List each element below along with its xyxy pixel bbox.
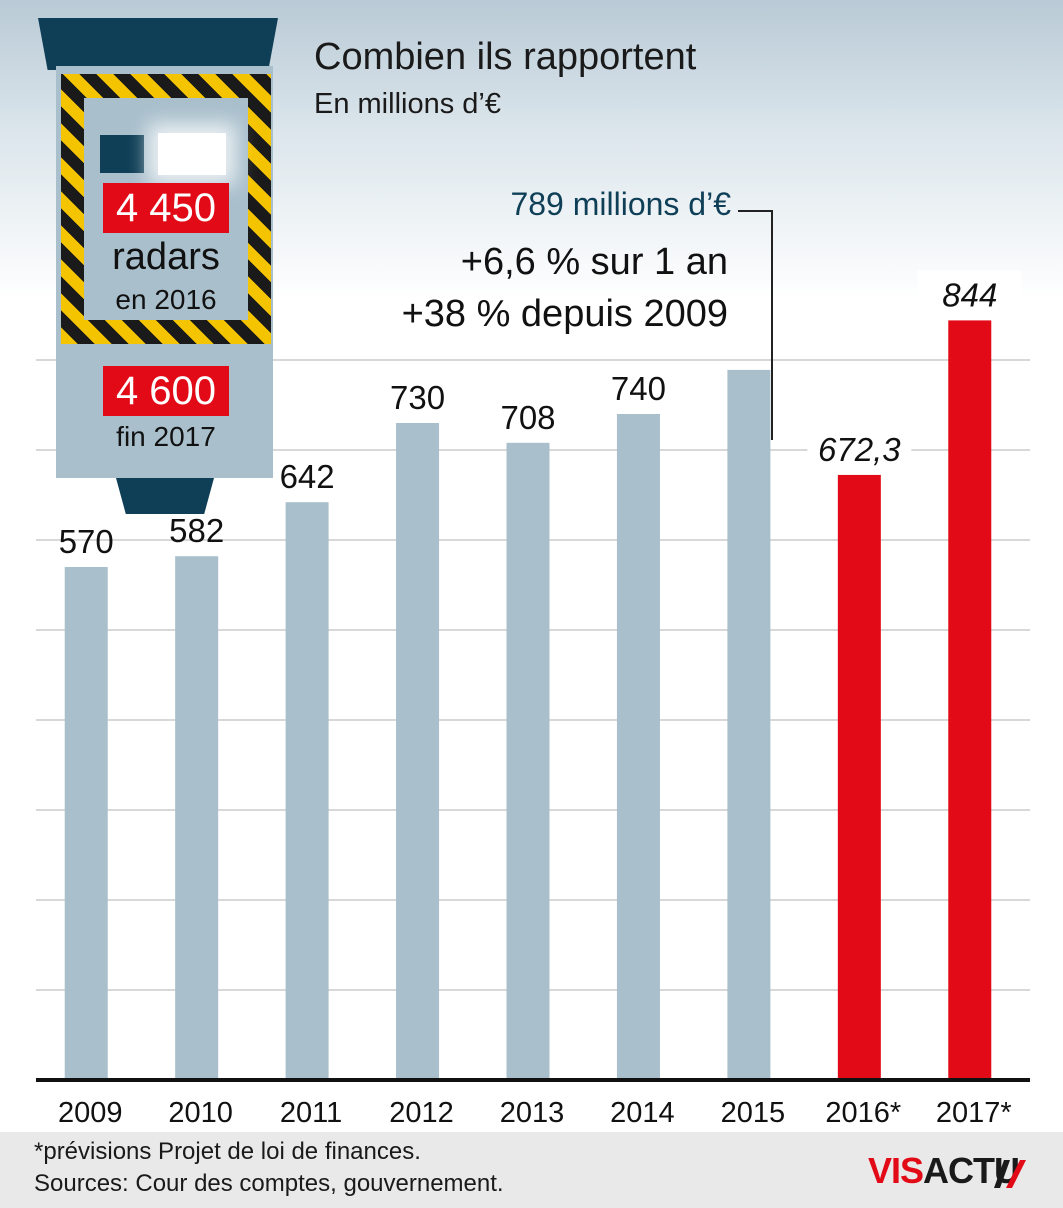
chart-title: Combien ils rapportent bbox=[314, 36, 697, 78]
callout-value: 789 millions d’€ bbox=[510, 186, 731, 222]
callout-growth-2009: +38 % depuis 2009 bbox=[401, 293, 728, 335]
bar-2012 bbox=[396, 423, 440, 1080]
radar-word: radars bbox=[112, 236, 220, 278]
x-tick-label-2012: 2012 bbox=[389, 1097, 454, 1129]
data-label-2014: 740 bbox=[611, 370, 666, 407]
data-label-bg-2016-forecast bbox=[807, 424, 912, 469]
callout-growth-year: +6,6 % sur 1 an bbox=[460, 241, 728, 283]
bar-2016-forecast bbox=[837, 474, 881, 1080]
radar-count-2016: 4 450 bbox=[103, 183, 229, 233]
callout-leader-vertical bbox=[771, 210, 773, 440]
radar-lens-icon bbox=[100, 135, 144, 173]
data-label-2011: 642 bbox=[280, 458, 335, 495]
visactu-logo-icon bbox=[994, 1160, 1026, 1188]
data-label-2012: 730 bbox=[390, 379, 445, 416]
bar-2017-forecast bbox=[948, 320, 992, 1080]
radar-base bbox=[116, 478, 214, 514]
bar-2015 bbox=[727, 369, 771, 1080]
data-label-2010: 582 bbox=[169, 512, 224, 549]
callout-leader-horizontal bbox=[738, 210, 773, 212]
x-tick-label-2015: 2015 bbox=[721, 1097, 786, 1129]
radar-count-2017: 4 600 bbox=[103, 366, 229, 416]
data-label-2009: 570 bbox=[59, 523, 114, 560]
x-tick-label-2016-forecast: 2016* bbox=[825, 1097, 901, 1129]
radar-flash-icon bbox=[158, 133, 226, 175]
data-label-2017-forecast: 844 bbox=[942, 276, 997, 313]
x-tick-label-2010: 2010 bbox=[168, 1097, 233, 1129]
x-tick-label-2009: 2009 bbox=[58, 1097, 123, 1129]
x-tick-label-2013: 2013 bbox=[500, 1097, 565, 1129]
data-label-bg-2017-forecast bbox=[917, 270, 1022, 315]
chart-subtitle: En millions d’€ bbox=[314, 88, 501, 120]
source-note: Sources: Cour des comptes, gouvernement. bbox=[34, 1170, 504, 1197]
radar-year-2017: fin 2017 bbox=[116, 421, 216, 452]
bar-2014 bbox=[616, 414, 660, 1080]
data-label-2013: 708 bbox=[500, 399, 555, 436]
bar-2010 bbox=[175, 556, 219, 1080]
footer bbox=[0, 1132, 1063, 1208]
x-tick-label-2017-forecast: 2017* bbox=[936, 1097, 1012, 1129]
data-label-2016-forecast: 672,3 bbox=[818, 431, 901, 468]
radar-top-panel bbox=[38, 18, 278, 70]
bar-2009 bbox=[64, 567, 108, 1080]
x-tick-label-2011: 2011 bbox=[280, 1097, 342, 1129]
logo-part-vis: VIS bbox=[868, 1150, 924, 1191]
radar-year-2016: en 2016 bbox=[115, 284, 217, 315]
bar-2011 bbox=[285, 502, 329, 1080]
forecast-note: *prévisions Projet de loi de finances. bbox=[34, 1138, 421, 1165]
bar-2013 bbox=[506, 442, 550, 1080]
x-tick-label-2014: 2014 bbox=[610, 1097, 675, 1129]
